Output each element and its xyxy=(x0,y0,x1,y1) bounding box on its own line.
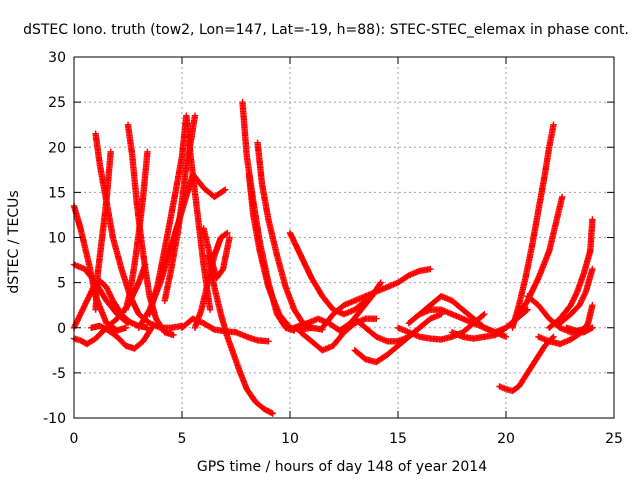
series-arc-07 xyxy=(88,322,155,352)
series-arc-06 xyxy=(92,148,114,313)
y-tick-label: -10 xyxy=(43,411,66,427)
series-markers xyxy=(319,265,434,331)
series-markers xyxy=(286,229,369,318)
series-markers xyxy=(92,148,114,313)
series-markers xyxy=(556,265,596,327)
chart-title: dSTEC Iono. truth (tow2, Lon=147, Lat=-1… xyxy=(23,22,629,38)
x-tick-label: 20 xyxy=(497,431,515,447)
series-arc-20 xyxy=(286,229,369,318)
series-markers xyxy=(200,225,233,282)
y-tick-label: 5 xyxy=(57,276,66,292)
axis-ticks xyxy=(73,56,615,419)
x-tick-label: 15 xyxy=(389,431,407,447)
series-markers xyxy=(405,293,510,336)
y-tick-label: 30 xyxy=(48,50,66,66)
series-arc-31 xyxy=(509,121,557,331)
series-arc-32 xyxy=(502,193,566,331)
series-markers xyxy=(122,148,151,313)
x-tick-label: 0 xyxy=(70,431,79,447)
series-arc-35 xyxy=(546,216,596,331)
y-tick-label: 15 xyxy=(48,185,66,201)
x-tick-label: 10 xyxy=(281,431,299,447)
series-markers xyxy=(88,322,155,352)
series-markers xyxy=(509,121,557,331)
series-arc-09 xyxy=(122,148,151,313)
y-tick-label: 10 xyxy=(48,231,66,247)
series-markers xyxy=(254,139,326,333)
series-markers xyxy=(546,216,596,331)
series-arc-13 xyxy=(161,112,199,304)
y-tick-label: -5 xyxy=(52,366,66,382)
series-arc-16 xyxy=(200,225,233,282)
series-markers xyxy=(563,324,596,336)
series-arc-37 xyxy=(563,324,596,336)
x-tick-label: 25 xyxy=(605,431,623,447)
y-tick-label: 0 xyxy=(57,321,66,337)
x-tick-label: 5 xyxy=(178,431,187,447)
y-tick-label: 25 xyxy=(48,95,66,111)
series-arc-36 xyxy=(556,265,596,327)
series-markers xyxy=(502,193,566,331)
series-arc-23 xyxy=(319,265,434,331)
series-arc-19 xyxy=(254,139,326,333)
series-markers xyxy=(161,112,199,304)
x-axis-title: GPS time / hours of day 148 of year 2014 xyxy=(197,459,487,475)
axis-tick-labels: 0 5 10 15 20 25 -10 -5 0 5 10 15 20 25 30 xyxy=(43,50,623,447)
series-arc-28 xyxy=(405,293,510,336)
y-axis-title: dSTEC / TECUs xyxy=(6,190,22,293)
y-tick-label: 20 xyxy=(48,140,66,156)
